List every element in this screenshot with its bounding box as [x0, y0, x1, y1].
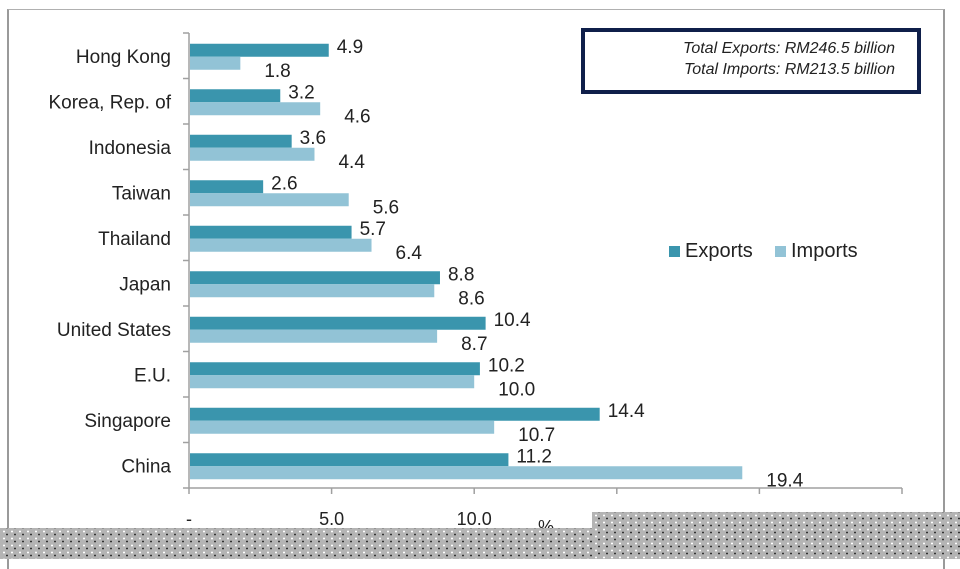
- bar-exports: [190, 43, 329, 57]
- category-label: Taiwan: [112, 183, 171, 204]
- bar-exports: [190, 407, 600, 421]
- bar-imports: [190, 193, 349, 207]
- bar-imports: [190, 56, 241, 70]
- category-label: Singapore: [84, 411, 171, 432]
- category-label: E.U.: [134, 365, 171, 386]
- data-label-exports: 4.9: [337, 37, 363, 58]
- category-label: Korea, Rep. of: [48, 92, 171, 113]
- bar-exports: [190, 134, 292, 148]
- x-tick-label: 5.0: [319, 509, 344, 529]
- bar-exports: [190, 316, 486, 330]
- chart-frame: [7, 9, 945, 569]
- bar-exports: [190, 271, 440, 285]
- data-label-exports: 14.4: [608, 401, 645, 422]
- legend-item-imports: Imports: [775, 240, 858, 263]
- data-label-imports: 10.7: [518, 425, 555, 446]
- x-tick-label: 10.0: [457, 509, 492, 529]
- data-label-imports: 6.4: [396, 243, 423, 264]
- data-label-imports: 4.6: [344, 106, 370, 127]
- data-label-exports: 2.6: [271, 173, 297, 194]
- bar-imports: [190, 238, 372, 252]
- legend-label-exports: Exports: [685, 240, 753, 262]
- data-label-exports: 3.6: [300, 128, 326, 149]
- bar-exports: [190, 225, 352, 239]
- data-label-imports: 1.8: [264, 61, 290, 82]
- totals-info-box: Total Exports: RM246.5 billion Total Imp…: [581, 28, 921, 94]
- category-label: Hong Kong: [76, 47, 171, 68]
- data-label-imports: 5.6: [373, 197, 399, 218]
- data-label-imports: 8.6: [458, 288, 484, 309]
- legend-item-exports: Exports: [669, 240, 753, 263]
- bar-imports: [190, 329, 438, 343]
- data-label-exports: 10.4: [494, 310, 531, 331]
- data-label-imports: 4.4: [338, 152, 365, 173]
- data-label-exports: 5.7: [360, 219, 386, 240]
- data-label-exports: 3.2: [288, 82, 314, 103]
- data-label-imports: 10.0: [498, 379, 535, 400]
- data-label-imports: 8.7: [461, 334, 487, 355]
- bar-exports: [190, 362, 480, 376]
- total-exports-text: Total Exports: RM246.5 billion: [683, 40, 895, 57]
- dotted-overlay-band-right: [592, 512, 960, 559]
- bar-imports: [190, 147, 315, 161]
- data-label-exports: 11.2: [516, 446, 552, 467]
- category-label: United States: [57, 320, 171, 341]
- bar-imports: [190, 466, 743, 480]
- category-label: Thailand: [98, 229, 171, 250]
- bar-imports: [190, 375, 475, 389]
- data-label-exports: 10.2: [488, 355, 525, 376]
- bar-imports: [190, 102, 321, 116]
- category-label: China: [121, 456, 171, 477]
- bar-exports: [190, 89, 281, 103]
- bar-imports: [190, 420, 495, 434]
- bar-exports: [190, 180, 264, 194]
- x-tick-label: -: [186, 509, 192, 529]
- bar-exports: [190, 453, 509, 467]
- legend-label-imports: Imports: [791, 240, 858, 262]
- data-label-exports: 8.8: [448, 264, 474, 285]
- total-imports-text: Total Imports: RM213.5 billion: [683, 61, 895, 78]
- legend-swatch-exports: [669, 246, 680, 257]
- category-label: Japan: [119, 274, 171, 295]
- category-label: Indonesia: [89, 138, 172, 159]
- legend-swatch-imports: [775, 246, 786, 257]
- data-label-imports: 19.4: [766, 470, 803, 491]
- bar-imports: [190, 284, 435, 298]
